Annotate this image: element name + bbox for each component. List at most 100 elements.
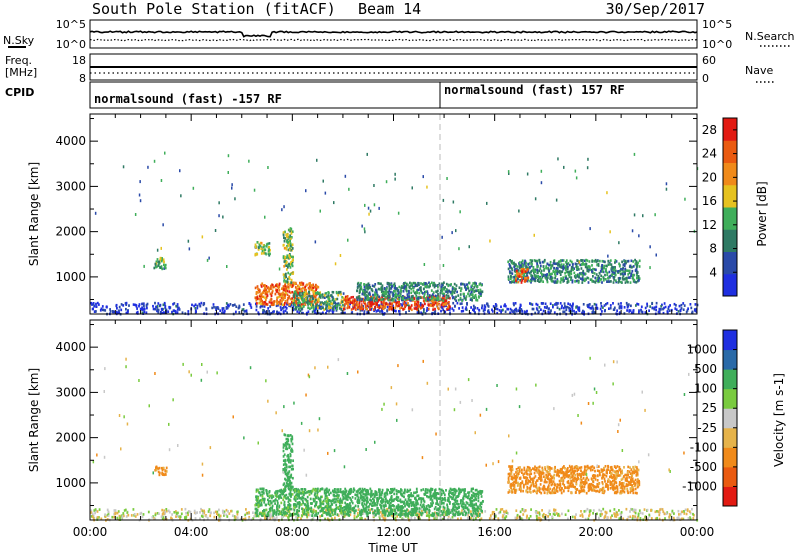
heatmap-cell [283, 513, 286, 517]
heatmap-cell [540, 181, 543, 185]
heatmap-cell [393, 513, 396, 516]
heatmap-cell [178, 306, 180, 310]
heatmap-cell [211, 306, 214, 310]
heatmap-cell [358, 291, 361, 295]
heatmap-cell [650, 517, 653, 520]
heatmap-cell [444, 513, 447, 517]
heatmap-cell [280, 297, 283, 300]
heatmap-cell [325, 292, 328, 295]
heatmap-cell [509, 277, 512, 281]
heatmap-cell [562, 265, 565, 268]
heatmap-cell [309, 298, 312, 302]
heatmap-cell [497, 517, 500, 520]
heatmap-cell [147, 165, 149, 169]
heatmap-cell [340, 504, 343, 508]
heatmap-cell [248, 511, 250, 514]
power-colorbar-tick-label: 28 [702, 123, 717, 137]
heatmap-cell [637, 277, 640, 280]
heatmap-cell [549, 513, 551, 516]
heatmap-cell [338, 303, 340, 307]
heatmap-cell [175, 510, 177, 513]
heatmap-cell [632, 514, 634, 518]
heatmap-cell [444, 511, 447, 514]
heatmap-cell [439, 517, 442, 520]
heatmap-cell [290, 261, 292, 264]
heatmap-cell [527, 263, 530, 266]
heatmap-cell [90, 515, 93, 518]
heatmap-cell [309, 295, 312, 298]
heatmap-cell [369, 493, 372, 496]
heatmap-cell [555, 281, 558, 284]
heatmap-cell [264, 301, 267, 305]
heatmap-cell [551, 515, 553, 519]
heatmap-cell [95, 310, 97, 313]
heatmap-cell [95, 305, 98, 308]
heatmap-cell [366, 290, 368, 294]
heatmap-cell [331, 307, 334, 310]
heatmap-cell [609, 516, 612, 519]
heatmap-cell [121, 515, 124, 518]
heatmap-cell [587, 276, 590, 280]
heatmap-cell [521, 309, 523, 313]
heatmap-cell [191, 303, 193, 307]
heatmap-cell [421, 510, 423, 513]
heatmap-cell [175, 515, 177, 518]
heatmap-cell [409, 307, 412, 310]
heatmap-cell [292, 488, 295, 492]
heatmap-cell [509, 271, 512, 275]
heatmap-cell [347, 303, 349, 306]
heatmap-cell [526, 268, 529, 271]
heatmap-cell [448, 301, 450, 304]
heatmap-cell [591, 279, 594, 283]
power-colorbar-segment [723, 184, 737, 208]
heatmap-cell [402, 308, 404, 311]
heatmap-cell [283, 239, 286, 243]
heatmap-cell [558, 270, 560, 273]
heatmap-cell [654, 517, 657, 520]
heatmap-cell [441, 302, 444, 305]
heatmap-cell [407, 283, 409, 287]
heatmap-cell [585, 258, 587, 262]
heatmap-cell [627, 273, 630, 276]
heatmap-cell [349, 504, 352, 508]
heatmap-cell [504, 304, 507, 308]
heatmap-cell [476, 307, 479, 310]
heatmap-cell [393, 309, 396, 313]
heatmap-cell [90, 511, 93, 514]
heatmap-cell [279, 512, 281, 516]
heatmap-cell [359, 517, 362, 520]
heatmap-cell [390, 298, 393, 302]
heatmap-cell [618, 264, 621, 268]
heatmap-cell [272, 516, 275, 519]
heatmap-cell [90, 509, 93, 512]
heatmap-cell [441, 292, 444, 295]
heatmap-cell [631, 508, 634, 511]
heatmap-cell [538, 306, 541, 309]
heatmap-cell [471, 299, 473, 302]
heatmap-cell [519, 269, 522, 273]
heatmap-cell [501, 515, 504, 519]
heatmap-cell [193, 304, 195, 308]
heatmap-cell [160, 246, 162, 250]
heatmap-cell [596, 263, 598, 267]
heatmap-cell [432, 284, 434, 287]
heatmap-cell [319, 488, 322, 491]
heatmap-cell [268, 254, 271, 257]
heatmap-cell [410, 516, 413, 520]
heatmap-cell [410, 308, 413, 312]
heatmap-cell [203, 302, 205, 305]
heatmap-cell [164, 266, 167, 270]
heatmap-cell [531, 307, 534, 311]
heatmap-cell [510, 260, 513, 263]
heatmap-cell [317, 487, 319, 491]
heatmap-cell [560, 263, 563, 266]
heatmap-cell [415, 513, 417, 516]
heatmap-cell [361, 308, 364, 312]
heatmap-cell [368, 286, 371, 290]
heatmap-cell [657, 510, 660, 514]
power-colorbar-tick-label: 24 [702, 147, 717, 161]
heatmap-cell [546, 274, 549, 278]
heatmap-cell [327, 505, 330, 508]
heatmap-cell [288, 235, 291, 239]
heatmap-cell [420, 311, 422, 315]
